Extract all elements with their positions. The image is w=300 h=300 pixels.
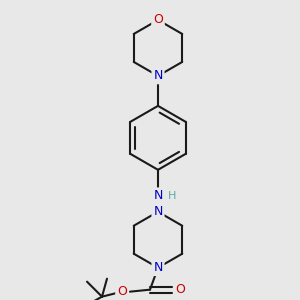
Text: H: H — [168, 191, 176, 201]
Text: N: N — [153, 69, 163, 82]
Text: O: O — [153, 14, 163, 26]
Text: O: O — [175, 283, 185, 296]
Text: N: N — [153, 261, 163, 274]
Text: N: N — [153, 189, 163, 202]
Text: N: N — [153, 205, 163, 218]
Text: O: O — [117, 285, 127, 298]
